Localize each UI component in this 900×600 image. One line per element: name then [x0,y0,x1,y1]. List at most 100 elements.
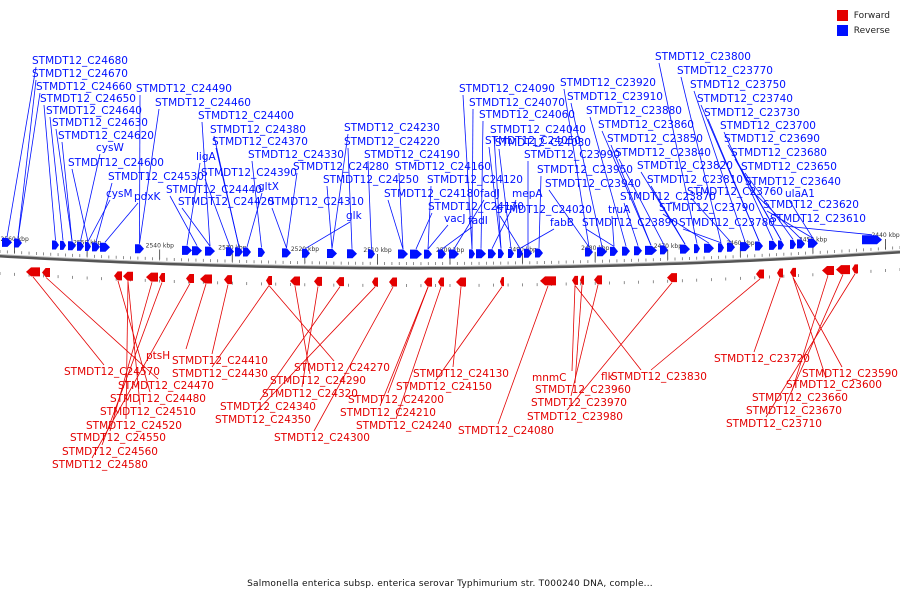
reverse-gene-label: STMDT12_C23950 [537,164,633,176]
reverse-gene-label: STMDT12_C23650 [741,161,837,173]
reverse-gene-label: STMDT12_C24420 [178,196,274,208]
reverse-gene [634,246,642,256]
label-leader-lines [6,62,873,459]
reverse-leader [488,146,502,249]
forward-gene [456,277,466,287]
reverse-gene-label: STMDT12_C24180 [384,188,480,200]
reverse-gene-label: STMDT12_C23990 [524,149,620,161]
reverse-gene [92,242,100,252]
forward-gene [372,277,378,287]
reverse-gene-label: glk [346,210,363,222]
reverse-gene [585,247,593,257]
legend: Forward Reverse [836,8,890,38]
forward-gene-label: mnmC [532,372,566,384]
forward-gene-label: STMDT12_C23670 [746,405,842,417]
legend-reverse-label: Reverse [853,25,890,36]
reverse-gene-label: pdxK [134,191,162,203]
forward-leader [395,286,442,420]
reverse-gene [862,235,882,245]
tick-label: 2530 kbp [218,245,246,252]
reverse-gene [135,244,144,254]
forward-leader [497,285,549,425]
reverse-leader [43,104,56,241]
reverse-gene-label: STMDT12_C24660 [36,81,132,93]
reverse-gene [368,249,375,259]
reverse-gene [2,237,12,247]
reverse-gene-label: STMDT12_C24020 [496,204,592,216]
reverse-leader [49,116,64,241]
forward-leader [313,286,394,432]
reverse-leader [570,102,603,247]
reverse-gene-label: STMDT12_C23740 [697,93,793,105]
reverse-gene-label: STMDT12_C23810 [647,174,743,186]
reverse-gene-label: STMDT12_C23620 [763,199,859,211]
forward-gene [777,268,783,278]
forward-gene-label: STMDT12_C23960 [535,384,631,396]
reverse-gene [438,249,446,259]
reverse-gene [192,246,202,256]
forward-leader [254,286,376,414]
reverse-gene-label: STMDT12_C23680 [731,147,827,159]
reverse-gene-label: ligA [196,151,216,163]
forward-leader [435,286,503,381]
reverse-gene [60,240,66,250]
reverse-leader [680,76,722,243]
reverse-gene [740,242,750,252]
reverse-gene-label: cysM [106,188,133,200]
reverse-leader [618,158,665,246]
reverse-leader [723,131,774,241]
reverse-leader [453,199,485,250]
reverse-gene-label: STMDT12_C24030 [495,137,591,149]
reverse-gene-label: STMDT12_C24050 [485,135,581,147]
forward-gene-label: STMDT12_C23720 [714,353,810,365]
tick-label: 2490 kbp [509,246,537,253]
forward-gene-label: STMDT12_C24150 [396,381,492,393]
forward-gene-label: STMDT12_C23980 [527,411,623,423]
forward-gene-label: STMDT12_C24520 [86,420,182,432]
reverse-leader [251,160,262,248]
forward-gene [114,271,122,281]
reverse-gene [327,249,337,259]
tick-label: 2480 kbp [581,245,609,252]
reverse-leader [181,207,211,247]
reverse-leader [367,160,372,249]
forward-leader [259,286,341,401]
reverse-leader [491,199,517,249]
forward-gene [424,277,432,287]
forward-gene-label: STMDT12_C24470 [118,380,214,392]
forward-leader [574,285,642,371]
reverse-gene-label: STMDT12_C23860 [598,119,694,131]
forward-gene [836,265,850,275]
reverse-gene [769,240,777,250]
reverse-gene-label: STMDT12_C23840 [615,147,711,159]
reverse-gene-label: STMDT12_C24600 [68,157,164,169]
reverse-leader [462,94,473,249]
reverse-gene [808,238,818,248]
forward-leader [32,276,105,366]
reverse-leader [773,224,873,236]
reverse-gene [488,249,496,259]
forward-leader [101,282,163,446]
reverse-gene-label: STMDT12_C24060 [479,109,575,121]
reverse-leader [55,128,73,241]
forward-gene [123,271,133,281]
forward-leader [570,284,599,397]
reverse-leader [548,189,590,248]
reverse-leader [331,133,349,249]
reverse-gene [68,241,76,251]
forward-leader [452,286,462,368]
reverse-gene-label: fadJ [480,188,500,200]
reverse-gene [610,246,618,256]
reverse-gene-label: STMDT12_C23640 [745,176,841,188]
reverse-leader [682,228,722,244]
reverse-leader [80,153,101,242]
forward-gene [438,277,444,287]
forward-leader [91,283,191,459]
reverse-gene-label: STMDT12_C24250 [323,174,419,186]
forward-gene-label: STMDT12_C24510 [100,406,196,418]
reverse-gene-label: STMDT12_C24630 [52,117,148,129]
forward-gene-label: STMDT12_C24560 [62,446,158,458]
forward-gene-label: STMDT12_C23830 [611,371,707,383]
reverse-gene [645,245,657,255]
